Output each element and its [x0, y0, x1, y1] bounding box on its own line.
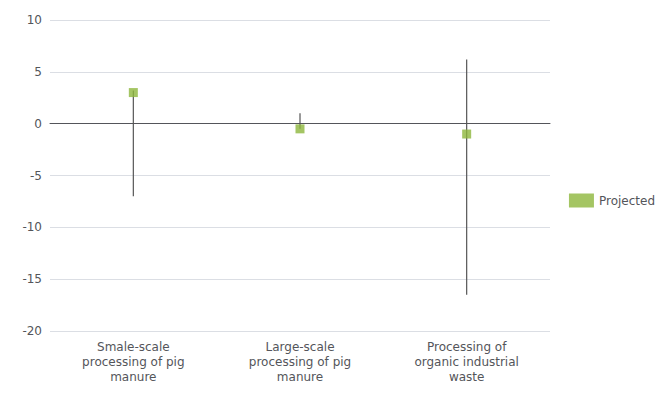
- svg-text:organic industrial: organic industrial: [414, 355, 518, 369]
- svg-text:10: 10: [27, 13, 42, 27]
- svg-text:manure: manure: [277, 370, 323, 384]
- svg-text:-5: -5: [30, 169, 42, 183]
- svg-text:manure: manure: [110, 370, 156, 384]
- svg-text:-15: -15: [22, 272, 42, 286]
- svg-text:processing of pig: processing of pig: [249, 355, 351, 369]
- svg-text:processing of pig: processing of pig: [82, 355, 184, 369]
- svg-text:Large-scale: Large-scale: [265, 340, 334, 354]
- svg-text:0: 0: [34, 117, 42, 131]
- svg-text:5: 5: [34, 65, 42, 79]
- svg-text:waste: waste: [449, 370, 485, 384]
- svg-text:Projected: Projected: [599, 194, 655, 208]
- svg-text:-10: -10: [22, 220, 42, 234]
- svg-text:Processing of: Processing of: [427, 340, 507, 354]
- svg-text:-20: -20: [22, 324, 42, 338]
- svg-text:Smale-scale: Smale-scale: [97, 340, 170, 354]
